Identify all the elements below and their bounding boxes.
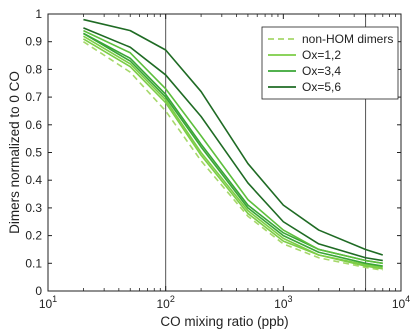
y-tick-label: 0.4 bbox=[25, 173, 42, 187]
y-tick-label: 0.2 bbox=[25, 229, 42, 243]
y-tick-label: 0.6 bbox=[25, 118, 42, 132]
legend-entry: non-HOM dimers bbox=[302, 32, 393, 46]
series-line-1 bbox=[82, 41, 383, 272]
series-line-8 bbox=[83, 18, 384, 256]
axis-ticks: 0 0.1 0.2 0.3 0.4 0.5 0.6 0.7 0.8 0.9 1 101 102 103 10… bbox=[25, 7, 410, 311]
y-tick-label: 0.5 bbox=[25, 146, 42, 160]
series-group bbox=[82, 18, 384, 272]
legend-entry: Ox=5,6 bbox=[302, 80, 341, 94]
series-line-2 bbox=[83, 38, 383, 270]
legend: non-HOM dimers Ox=1,2 Ox=3,4 Ox=5,6 bbox=[261, 26, 399, 100]
series-line-7 bbox=[83, 27, 383, 262]
x-tick-label: 102 bbox=[156, 294, 174, 311]
series-line-4 bbox=[83, 32, 383, 267]
y-tick-label: 0 bbox=[35, 284, 42, 298]
y-tick-label: 0.1 bbox=[25, 256, 42, 270]
series-line-6 bbox=[83, 29, 383, 265]
y-axis-label: Dimers normalized to 0 CO bbox=[7, 71, 22, 234]
legend-entry: Ox=3,4 bbox=[302, 64, 341, 78]
x-tick-label: 104 bbox=[392, 294, 410, 311]
y-tick-label: 1 bbox=[35, 7, 42, 21]
y-tick-label: 0.9 bbox=[25, 35, 42, 49]
series-line-3 bbox=[83, 35, 383, 269]
x-tick-label: 101 bbox=[39, 294, 57, 311]
y-tick-label: 0.3 bbox=[25, 201, 42, 215]
x-tick-label: 103 bbox=[274, 294, 292, 311]
legend-entry: Ox=1,2 bbox=[302, 48, 341, 62]
y-tick-label: 0.7 bbox=[25, 90, 42, 104]
x-axis-label: CO mixing ratio (ppb) bbox=[160, 314, 288, 329]
y-tick-label: 0.8 bbox=[25, 62, 42, 76]
